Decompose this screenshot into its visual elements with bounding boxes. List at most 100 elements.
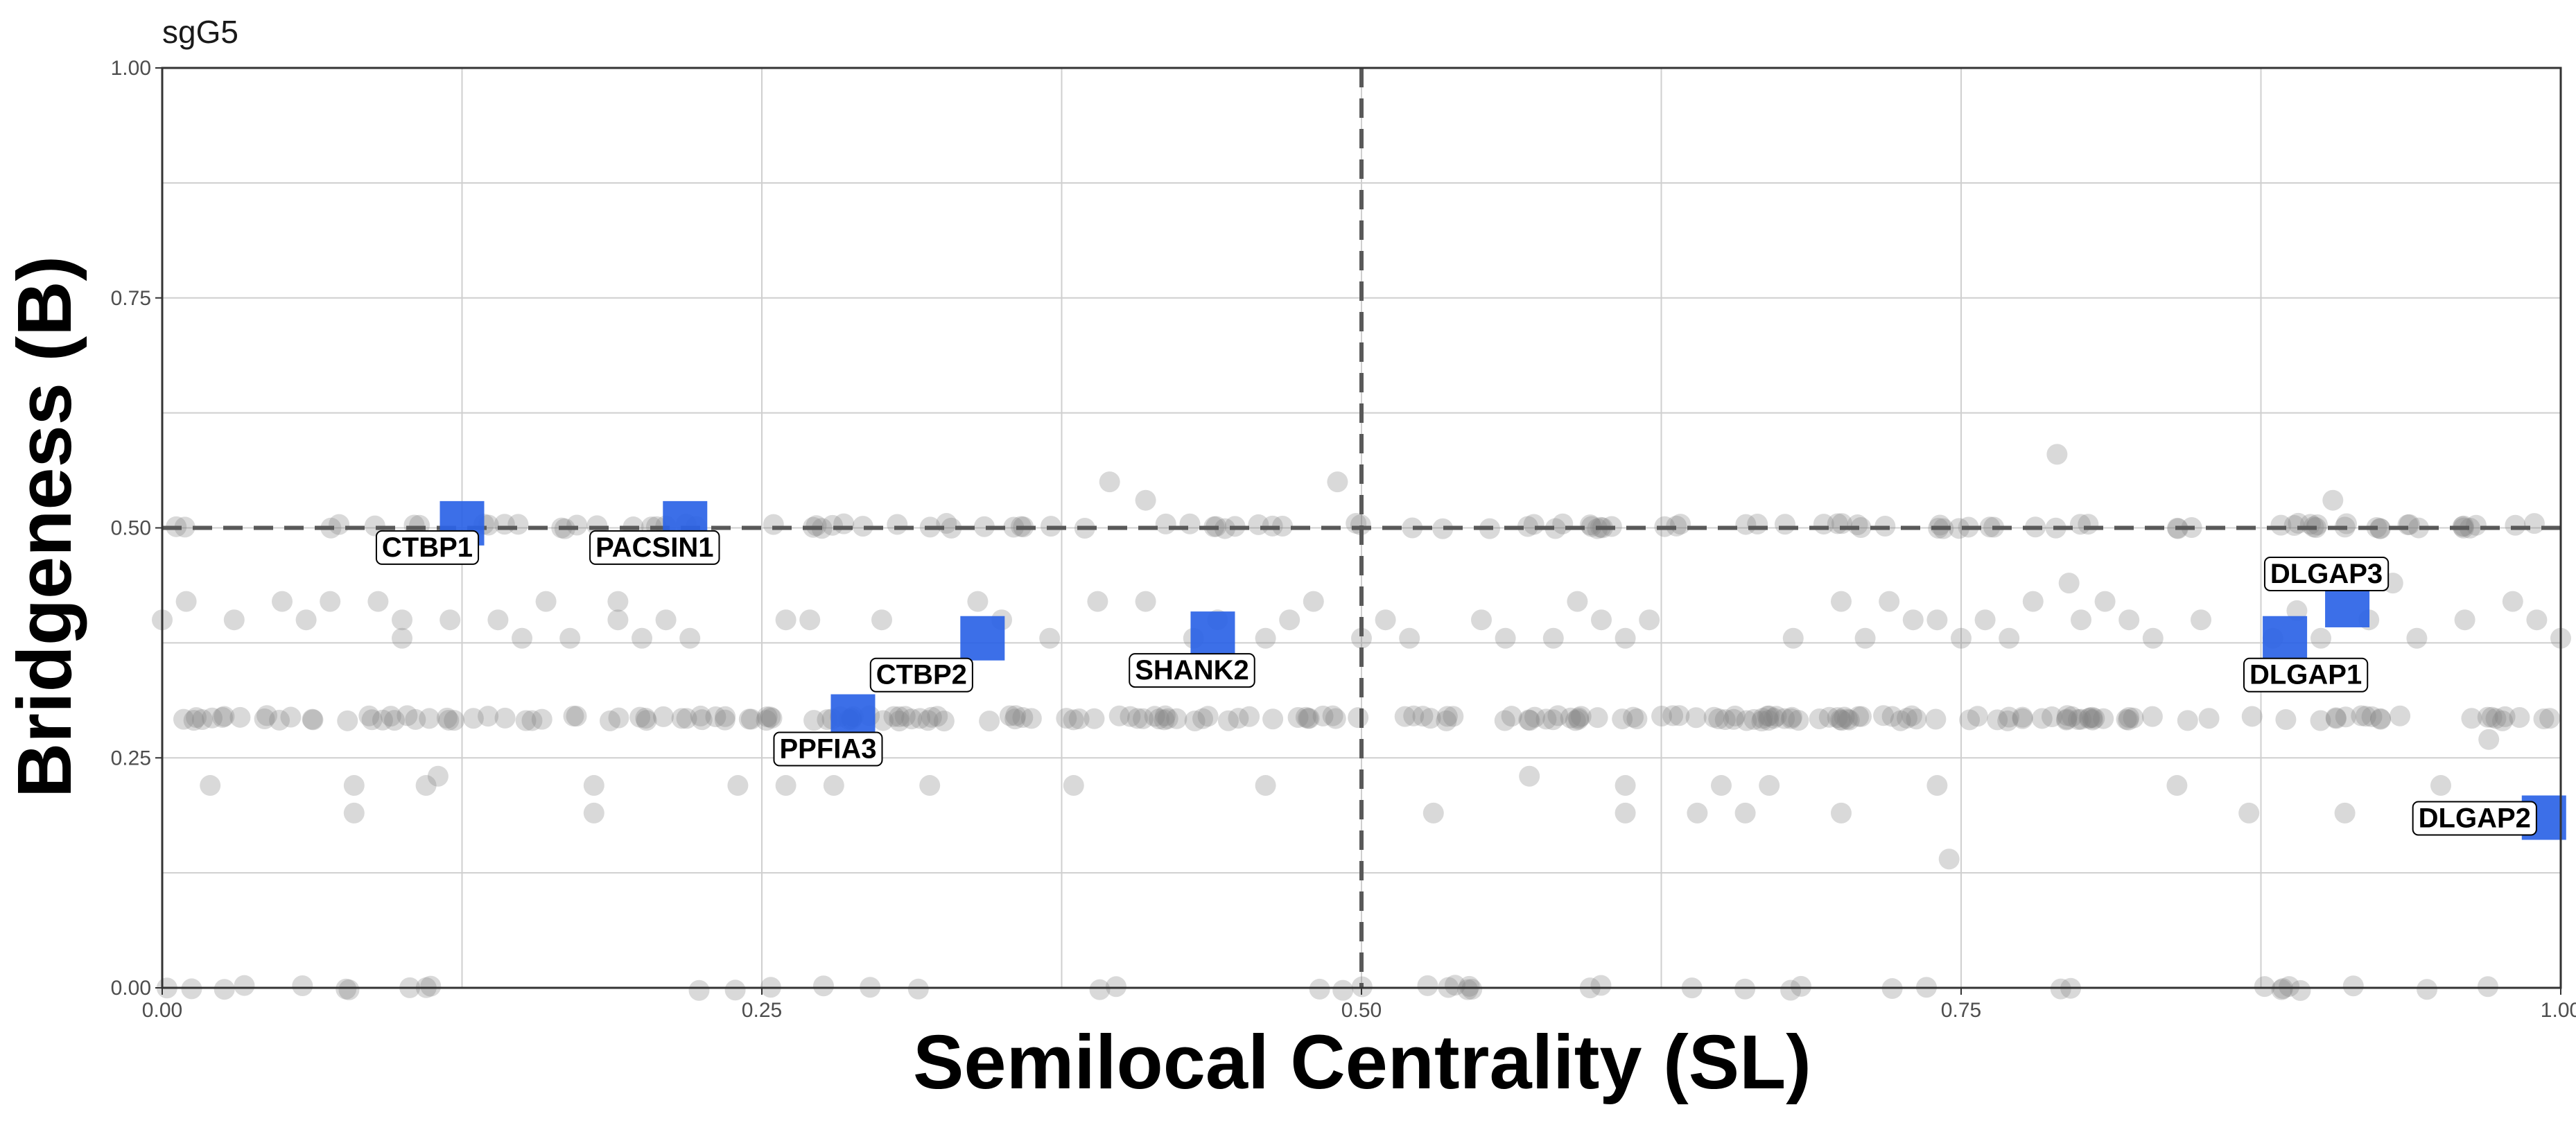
data-point [1736, 710, 1757, 731]
data-point [799, 609, 821, 631]
data-point [1056, 708, 1077, 729]
data-point [223, 609, 245, 631]
data-point [2275, 709, 2297, 731]
data-point [531, 708, 552, 730]
data-point [1724, 705, 1746, 726]
data-point [1974, 609, 1996, 631]
data-point [1568, 708, 1590, 730]
data-point [367, 591, 389, 612]
data-point [1228, 708, 1249, 729]
data-point [1412, 706, 1434, 727]
data-point [1615, 802, 1636, 824]
data-point [883, 706, 905, 727]
data-point [1155, 513, 1176, 534]
data-point [1591, 609, 1612, 631]
gene-label-text: DLGAP2 [2419, 803, 2531, 834]
data-point [1687, 802, 1708, 824]
data-point [380, 706, 401, 727]
data-point [1157, 708, 1178, 729]
data-point [1471, 609, 1492, 631]
data-point [415, 775, 437, 796]
y-tick-label: 0.25 [111, 747, 151, 769]
data-point [1403, 705, 1425, 726]
data-point [2533, 708, 2555, 729]
data-point [2067, 709, 2089, 731]
gene-label-dlgap1: DLGAP1 [2243, 657, 2369, 693]
data-point [2390, 705, 2411, 726]
data-point [254, 708, 275, 729]
data-point [2061, 706, 2082, 727]
data-point [563, 706, 584, 727]
data-point [1848, 706, 1870, 727]
data-point [535, 591, 557, 612]
data-point [1303, 591, 1324, 612]
data-point [1685, 707, 1707, 729]
data-point [632, 627, 652, 649]
data-point [2465, 514, 2487, 536]
data-point [907, 978, 929, 1000]
data-point [1120, 706, 1141, 727]
data-point [2526, 609, 2548, 631]
gene-label-text: SHANK2 [1135, 655, 1248, 686]
data-point [1501, 706, 1522, 727]
data-point [1615, 775, 1636, 796]
gene-label-ctbp1: CTBP1 [375, 530, 480, 565]
data-point [2071, 708, 2092, 730]
data-point [2078, 708, 2100, 729]
data-point [655, 609, 677, 631]
data-point [269, 709, 290, 731]
data-point [999, 705, 1020, 726]
data-point [1495, 627, 1516, 649]
gene-label-box [2412, 801, 2537, 836]
data-point [1873, 705, 1895, 726]
data-point [608, 707, 629, 729]
data-point [1734, 978, 1756, 1000]
data-point [917, 710, 939, 731]
data-point [427, 765, 449, 787]
data-point [1297, 708, 1319, 729]
data-point [1567, 591, 1588, 612]
data-point [1287, 707, 1309, 729]
data-point [338, 979, 360, 1000]
data-point [2481, 706, 2503, 728]
data-point [419, 708, 440, 729]
data-point [1457, 979, 1479, 1000]
data-point [2361, 706, 2383, 727]
data-point [1938, 848, 1960, 870]
gene-label-box [869, 657, 973, 693]
data-point [688, 980, 710, 1001]
x-axis-title: Semilocal Centrality (SL) [913, 1020, 1811, 1105]
data-point [438, 709, 460, 731]
data-point [256, 705, 278, 726]
data-point [1004, 708, 1026, 730]
data-point [2166, 775, 2188, 796]
data-point [1711, 775, 1732, 796]
gene-label-ppfia3: PPFIA3 [773, 731, 883, 767]
data-point [440, 609, 461, 631]
data-point [803, 710, 825, 731]
data-point [927, 706, 948, 727]
data-point [2279, 976, 2300, 998]
data-point [2505, 514, 2526, 536]
data-point [420, 975, 442, 997]
data-point [1890, 710, 1911, 731]
gene-label-box [773, 731, 883, 767]
data-point [1780, 980, 1802, 1001]
data-point [1879, 591, 1900, 612]
data-point [1834, 706, 1855, 728]
data-point [444, 710, 465, 731]
data-point [1443, 706, 1464, 727]
data-point [1639, 609, 1660, 631]
data-point [919, 775, 941, 796]
data-point [1901, 705, 1922, 726]
data-point [2460, 517, 2481, 539]
y-tick-label: 0.75 [111, 287, 151, 310]
data-point [302, 708, 323, 730]
highlight-marker-shank2 [1190, 611, 1235, 656]
data-point [1255, 775, 1276, 796]
gene-label-shank2: SHANK2 [1129, 653, 1255, 688]
data-point [756, 710, 777, 731]
data-point [1005, 705, 1027, 726]
data-point [2050, 978, 2071, 1000]
